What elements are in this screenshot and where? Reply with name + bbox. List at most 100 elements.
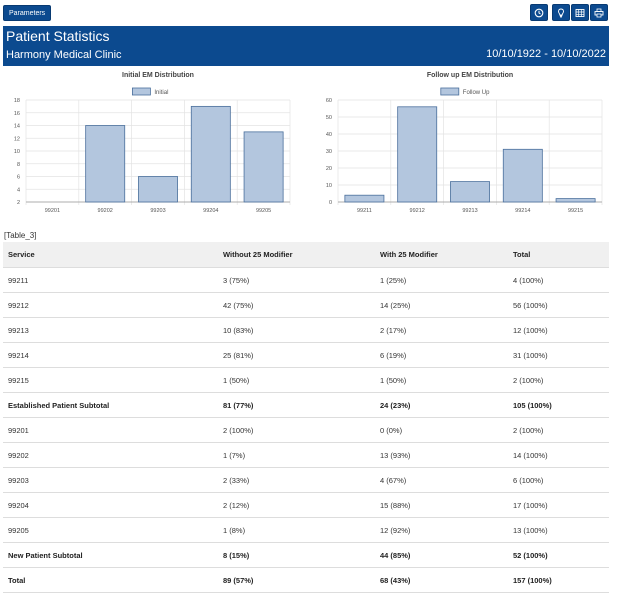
- cell-with-modifier: 0 (0%): [375, 417, 508, 443]
- table-row: Total 89 (57%) 68 (43%) 157 (100%): [3, 567, 609, 593]
- x-tick-label: 99213: [462, 208, 477, 214]
- table-row: 99214 25 (81%) 6 (19%) 31 (100%): [3, 342, 609, 368]
- x-tick-label: 99215: [568, 208, 583, 214]
- cell-with-modifier: 13 (93%): [375, 442, 508, 468]
- chart-legend: Initial: [131, 87, 168, 96]
- header-without-modifier: Without 25 Modifier: [218, 242, 375, 268]
- y-tick-label: 0: [329, 200, 332, 206]
- cell-total: 13 (100%): [508, 517, 609, 543]
- y-tick-label: 2: [17, 200, 20, 206]
- table-label: [Table_3]: [4, 231, 37, 240]
- y-tick-label: 14: [14, 124, 20, 130]
- x-tick-label: 99204: [203, 208, 218, 214]
- print-button[interactable]: [590, 4, 608, 21]
- grid-icon: [575, 8, 585, 17]
- cell-total: 17 (100%): [508, 492, 609, 518]
- y-tick-label: 4: [17, 187, 20, 193]
- table-row: 99212 42 (75%) 14 (25%) 56 (100%): [3, 292, 609, 318]
- x-tick-label: 99202: [98, 208, 113, 214]
- chart-title: Follow up EM Distribution: [427, 72, 513, 79]
- cell-without-modifier: 25 (81%): [218, 342, 375, 368]
- cell-service: New Patient Subtotal: [3, 542, 218, 568]
- cell-total: 6 (100%): [508, 467, 609, 493]
- cell-service: 99213: [3, 317, 218, 343]
- y-tick-label: 12: [14, 136, 20, 142]
- initial-em-chart: Initial EM Distribution Initial 2 4 6 8 10 12 14…: [0, 68, 300, 223]
- table-row: Established Patient Subtotal 81 (77%) 24 (…: [3, 392, 609, 418]
- x-tick-label: 99201: [45, 208, 60, 214]
- cell-service: 99201: [3, 417, 218, 443]
- x-tick-label: 99214: [515, 208, 530, 214]
- legend-swatch: [440, 87, 460, 96]
- table-view-button[interactable]: [571, 4, 589, 21]
- header-service: Service: [3, 242, 218, 268]
- cell-without-modifier: 2 (12%): [218, 492, 375, 518]
- followup-em-chart-svg: Follow up EM Distribution Follow Up 0 10 20 3…: [326, 72, 603, 214]
- cell-total: 157 (100%): [508, 567, 609, 593]
- cell-with-modifier: 4 (67%): [375, 467, 508, 493]
- y-tick-label: 6: [17, 175, 20, 181]
- x-tick-label: 99205: [256, 208, 271, 214]
- y-tick-label: 8: [17, 162, 20, 168]
- report-header: Patient Statistics Harmony Medical Clini…: [3, 26, 609, 66]
- table-row: 99202 1 (7%) 13 (93%) 14 (100%): [3, 442, 609, 468]
- table-row: 99211 3 (75%) 1 (25%) 4 (100%): [3, 267, 609, 293]
- cell-total: 2 (100%): [508, 417, 609, 443]
- cell-without-modifier: 10 (83%): [218, 317, 375, 343]
- table-row: 99205 1 (8%) 12 (92%) 13 (100%): [3, 517, 609, 543]
- cell-with-modifier: 24 (23%): [375, 392, 508, 418]
- bar: [190, 105, 231, 203]
- parameters-button[interactable]: Parameters: [3, 5, 52, 21]
- y-tick-label: 40: [326, 132, 332, 138]
- y-tick-label: 60: [326, 98, 332, 104]
- table-row: 99213 10 (83%) 2 (17%) 12 (100%): [3, 317, 609, 343]
- cell-total: 12 (100%): [508, 317, 609, 343]
- cell-service: 99203: [3, 467, 218, 493]
- y-tick-label: 16: [14, 111, 20, 117]
- cell-service: 99214: [3, 342, 218, 368]
- bar: [85, 125, 126, 203]
- cell-service: 99211: [3, 267, 218, 293]
- cell-without-modifier: 1 (50%): [218, 367, 375, 393]
- idea-button[interactable]: [552, 4, 570, 21]
- legend-label: Initial: [154, 90, 168, 96]
- cell-without-modifier: 42 (75%): [218, 292, 375, 318]
- y-tick-label: 50: [326, 115, 332, 121]
- cell-with-modifier: 2 (17%): [375, 317, 508, 343]
- stats-table: Service Without 25 Modifier With 25 Modi…: [3, 242, 609, 593]
- bar: [450, 181, 490, 203]
- cell-total: 4 (100%): [508, 267, 609, 293]
- cell-without-modifier: 8 (15%): [218, 542, 375, 568]
- legend-swatch: [131, 87, 151, 96]
- cell-with-modifier: 15 (88%): [375, 492, 508, 518]
- y-tick-label: 30: [326, 149, 332, 155]
- cell-with-modifier: 68 (43%): [375, 567, 508, 593]
- cell-without-modifier: 1 (8%): [218, 517, 375, 543]
- cell-service: 99215: [3, 367, 218, 393]
- header-total: Total: [508, 242, 609, 268]
- y-tick-label: 10: [326, 183, 332, 189]
- cell-service: Established Patient Subtotal: [3, 392, 218, 418]
- cell-service: 99204: [3, 492, 218, 518]
- cell-total: 31 (100%): [508, 342, 609, 368]
- cell-without-modifier: 3 (75%): [218, 267, 375, 293]
- toolbar: Parameters: [0, 0, 624, 24]
- page-title: Patient Statistics: [6, 28, 110, 44]
- cell-total: 14 (100%): [508, 442, 609, 468]
- cell-service: 99205: [3, 517, 218, 543]
- x-tick-label: 99211: [357, 208, 372, 214]
- header-with-modifier: With 25 Modifier: [375, 242, 508, 268]
- bar: [138, 176, 178, 203]
- legend-label: Follow Up: [463, 90, 490, 96]
- cell-with-modifier: 12 (92%): [375, 517, 508, 543]
- table-row: 99204 2 (12%) 15 (88%) 17 (100%): [3, 492, 609, 518]
- bar: [397, 106, 438, 203]
- table-row: 99215 1 (50%) 1 (50%) 2 (100%): [3, 367, 609, 393]
- cell-service: 99212: [3, 292, 218, 318]
- cell-total: 2 (100%): [508, 367, 609, 393]
- table-row: 99203 2 (33%) 4 (67%) 6 (100%): [3, 467, 609, 493]
- chart-legend: Follow Up: [440, 87, 490, 96]
- bar: [243, 131, 284, 203]
- history-button[interactable]: [530, 4, 548, 21]
- table-row: New Patient Subtotal 8 (15%) 44 (85%) 52 (1…: [3, 542, 609, 568]
